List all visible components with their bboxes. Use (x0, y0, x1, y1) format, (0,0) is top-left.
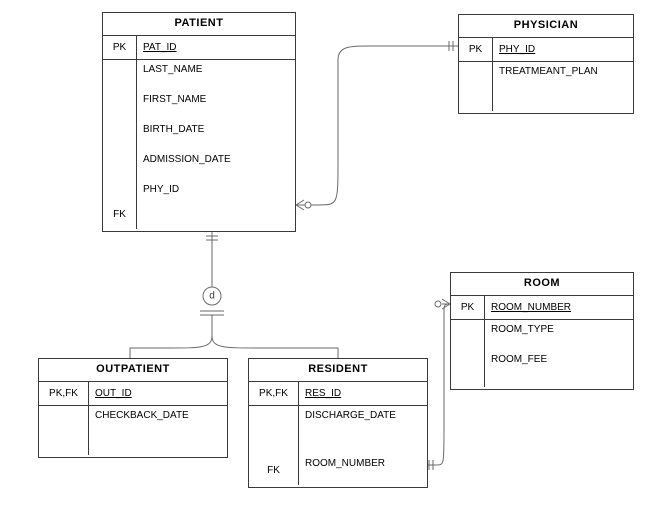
entity-patient-pk-attr: PAT_ID (137, 36, 295, 60)
entity-patient-attr: FIRST_NAME (137, 90, 295, 120)
entity-patient-title: PATIENT (103, 13, 295, 35)
er-diagram-canvas: PATIENT PK FK PAT_ID LAST_NAME FIRST_NAM… (0, 0, 651, 511)
entity-physician-title: PHYSICIAN (459, 15, 633, 37)
entity-resident-attr: DISCHARGE_DATE (299, 406, 427, 454)
entity-room-title: ROOM (451, 273, 633, 295)
entity-outpatient-title: OUTPATIENT (39, 359, 227, 381)
entity-physician-attr: TREATMEANT_PLAN (493, 62, 633, 102)
entity-resident-title: RESIDENT (249, 359, 427, 381)
entity-patient: PATIENT PK FK PAT_ID LAST_NAME FIRST_NAM… (102, 12, 296, 232)
entity-patient-attr: BIRTH_DATE (137, 120, 295, 150)
entity-outpatient-pk-attr: OUT_ID (89, 382, 227, 406)
entity-room-pk-label: PK (451, 296, 484, 320)
entity-patient-attr: ADMISSION_DATE (137, 150, 295, 180)
entity-patient-pk-label: PK (103, 36, 136, 60)
entity-resident-pk-label: PK,FK (249, 382, 298, 406)
disjoint-symbol-circle (203, 287, 221, 305)
disjoint-symbol-label: d (209, 291, 215, 302)
entity-room-attr: ROOM_TYPE (485, 320, 633, 350)
entity-outpatient: OUTPATIENT PK,FK OUT_ID CHECKBACK_DATE (38, 358, 228, 458)
entity-patient-attr: LAST_NAME (137, 60, 295, 90)
entity-outpatient-pk-label: PK,FK (39, 382, 88, 406)
entity-patient-fk-label: FK (103, 205, 136, 229)
entity-resident-fk-attr: ROOM_NUMBER (299, 454, 427, 478)
entity-resident-fk-label: FK (249, 461, 298, 485)
entity-outpatient-attr: CHECKBACK_DATE (89, 406, 227, 446)
entity-physician-pk-attr: PHY_ID (493, 38, 633, 62)
entity-patient-fk-attr: PHY_ID (137, 180, 295, 204)
entity-room-pk-attr: ROOM_NUMBER (485, 296, 633, 320)
entity-room: ROOM PK ROOM_NUMBER ROOM_TYPE ROOM_FEE (450, 272, 634, 390)
entity-physician-pk-label: PK (459, 38, 492, 62)
entity-resident: RESIDENT PK,FK FK RES_ID DISCHARGE_DATE … (248, 358, 428, 488)
entity-room-attr: ROOM_FEE (485, 350, 633, 380)
entity-resident-pk-attr: RES_ID (299, 382, 427, 406)
entity-physician: PHYSICIAN PK PHY_ID TREATMEANT_PLAN (458, 14, 634, 114)
